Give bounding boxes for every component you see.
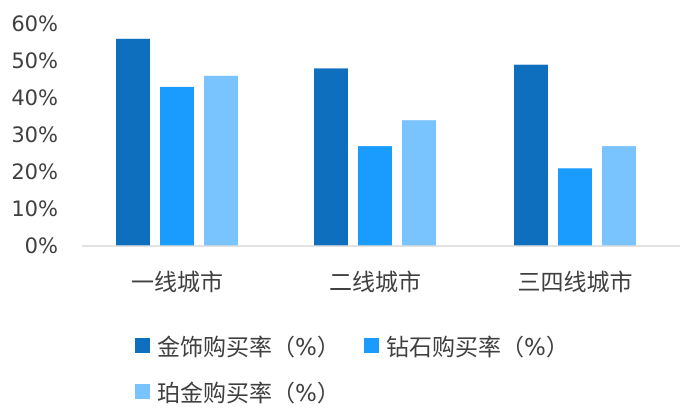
legend-label: 钻石购买率（%） (386, 335, 569, 361)
y-axis: 0% 10% 20% 30% 40% 50% 60% (11, 12, 58, 258)
x-category-label: 三四线城市 (518, 270, 633, 296)
bars (116, 38, 636, 247)
bar-2-1 (160, 86, 194, 247)
legend-swatch (364, 337, 379, 353)
bar-2-3 (558, 168, 592, 246)
x-category-label: 二线城市 (329, 270, 421, 296)
bar-3-3 (602, 146, 636, 246)
legend-label: 珀金购买率（%） (157, 381, 340, 407)
legend-swatch (135, 383, 150, 399)
y-tick-label: 60% (11, 12, 58, 36)
bar-3-2 (402, 120, 436, 246)
bar-1-3 (514, 64, 548, 246)
legend-swatch (135, 337, 150, 353)
x-axis-labels: 一线城市 二线城市 三四线城市 (131, 270, 633, 296)
y-tick-label: 20% (11, 160, 58, 184)
legend-item: 金饰购买率（%） (135, 328, 340, 362)
y-tick-label: 0% (25, 234, 58, 258)
bar-1-1 (116, 38, 150, 246)
y-tick-label: 30% (11, 123, 58, 147)
legend-item: 珀金购买率（%） (135, 374, 340, 408)
y-tick-label: 50% (11, 49, 58, 73)
y-tick-label: 10% (11, 197, 58, 221)
legend-item: 钻石购买率（%） (364, 328, 569, 362)
bar-3-1 (204, 75, 238, 246)
bar-1-2 (314, 68, 348, 247)
legend-label: 金饰购买率（%） (157, 335, 340, 361)
x-category-label: 一线城市 (131, 270, 223, 296)
bar-2-2 (358, 146, 392, 246)
y-tick-label: 40% (11, 86, 58, 110)
